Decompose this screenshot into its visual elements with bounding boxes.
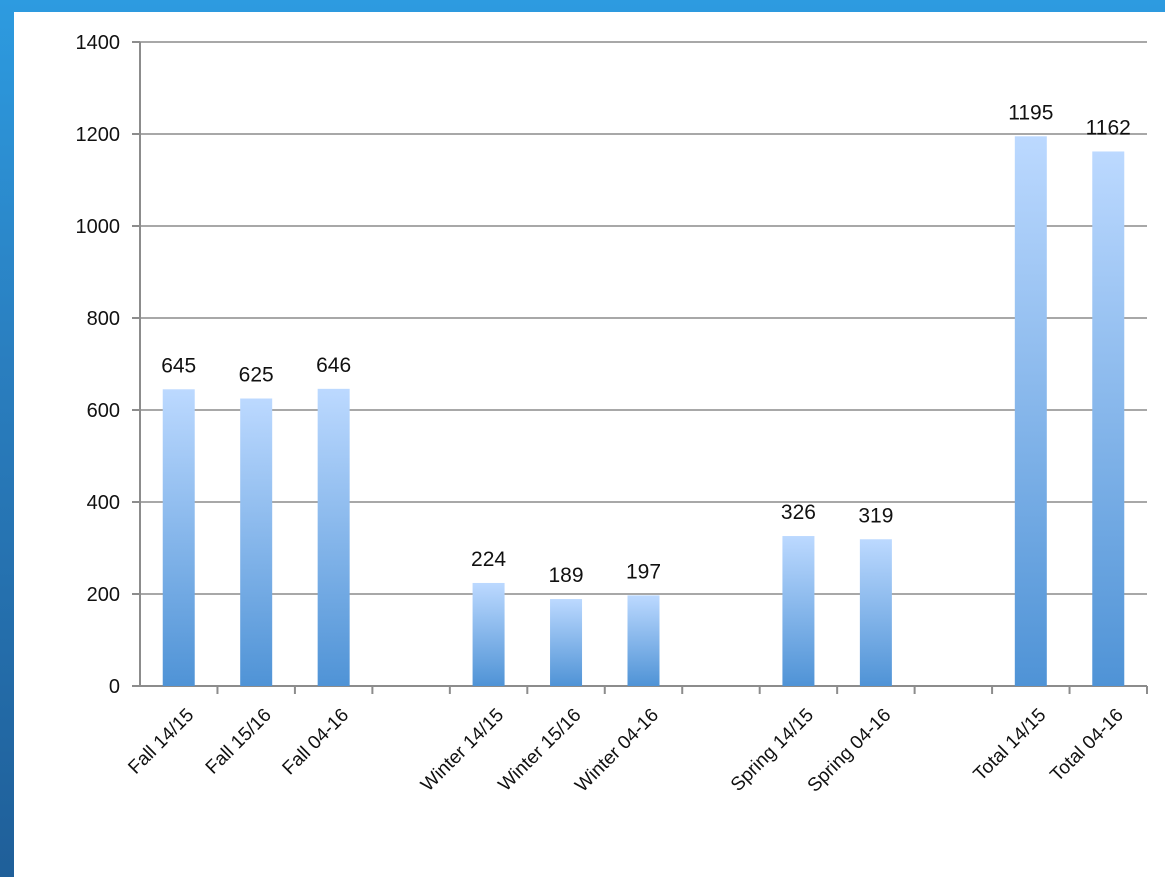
bar-value-label: 1195 [1008,101,1053,124]
bar [1014,136,1047,687]
x-category-label: Total 14/15 [970,705,1051,786]
x-tick-labels: Fall 14/15 Fall 15/16 Fall 04-16 Winter 14/… [124,705,1127,797]
bar-value-label: 189 [549,564,584,587]
bar-value-label: 326 [781,501,816,524]
x-category-label: Fall 04-16 [279,705,354,780]
y-tick-label: 0 [109,676,120,698]
bar [627,595,660,686]
bar-value-label: 224 [471,548,506,571]
gridlines [140,41,1147,595]
x-category-label: Winter 04-16 [571,705,663,797]
bar-value-label: 645 [161,354,196,377]
bar [550,599,583,686]
chart-panel [14,12,1165,877]
data-labels: 645 625 646 224 189 197 326 319 1195 1162 [161,101,1131,587]
y-tick-labels: 0 200 400 600 800 1000 1200 1400 [76,32,121,698]
bar [240,398,273,686]
bar [472,582,505,686]
bar [1092,151,1125,687]
x-category-label: Fall 14/15 [124,705,198,779]
y-tick-label: 200 [87,584,120,606]
bar-value-label: 625 [239,364,274,387]
x-category-label: Fall 15/16 [202,705,276,779]
bar [317,388,350,686]
bar-value-label: 646 [316,354,351,377]
x-category-label: Total 04-16 [1046,705,1127,786]
bar [859,539,892,686]
bar-value-label: 1162 [1086,116,1131,139]
bar [782,536,815,686]
y-tick-label: 600 [87,400,120,422]
bars [162,136,1125,687]
y-tick-label: 1200 [76,124,121,146]
bar-value-label: 319 [858,504,893,527]
y-tick-label: 800 [87,308,120,330]
bar-value-label: 197 [626,560,661,583]
y-tick-label: 1000 [76,216,121,238]
bar [162,389,195,686]
x-category-label: Spring 04-16 [804,705,896,797]
y-tick-label: 1400 [76,32,121,54]
y-tick-label: 400 [87,492,120,514]
